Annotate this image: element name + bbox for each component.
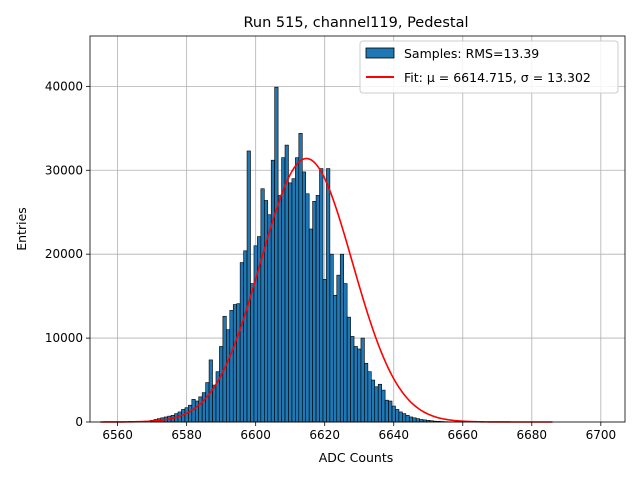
histogram-bar	[415, 418, 420, 423]
histogram-bar	[301, 171, 307, 423]
x-tick-label: 6580	[171, 428, 202, 442]
histogram-bar	[346, 316, 351, 423]
histogram-bar	[274, 86, 279, 423]
y-axis-ticks: 0 10000 20000 30000 40000	[45, 79, 90, 429]
histogram-bar	[270, 159, 275, 423]
histogram-bar	[201, 392, 206, 423]
chart-title: Run 515, channel119, Pedestal	[243, 15, 468, 31]
x-axis-ticks: 6560 6580 6600 6620 6640 6660 6680 6700	[102, 422, 616, 442]
x-tick-label: 6620	[309, 428, 340, 442]
histogram-bar	[239, 262, 244, 423]
y-tick-label: 40000	[45, 79, 83, 93]
histogram-bar	[412, 417, 417, 423]
histogram-bar	[336, 274, 341, 423]
legend-label-samples: Samples: RMS=13.39	[404, 46, 539, 61]
plot-frame	[89, 35, 626, 423]
histogram-bar	[298, 133, 303, 423]
x-tick-label: 6640	[378, 428, 409, 442]
histogram-bar	[212, 384, 217, 423]
y-tick-label: 20000	[45, 247, 83, 261]
histogram-bars	[150, 86, 465, 423]
legend-label-fit: Fit: μ = 6614.715, σ = 13.302	[404, 70, 591, 85]
histogram-bar	[326, 168, 331, 423]
histogram-bar	[388, 400, 393, 423]
y-tick-label: 0	[75, 415, 83, 429]
histogram-bar	[377, 383, 382, 423]
y-tick-label: 10000	[45, 331, 83, 345]
x-tick-label: 6700	[586, 428, 617, 442]
histogram-bar	[315, 195, 320, 423]
histogram-bar	[329, 253, 334, 423]
histogram-bar	[322, 279, 327, 423]
x-tick-label: 6660	[448, 428, 479, 442]
histogram-bar	[267, 214, 272, 423]
histogram-bar	[333, 294, 338, 423]
legend-swatch-samples	[365, 47, 395, 59]
histogram-bar	[371, 379, 376, 423]
x-tick-label: 6560	[102, 428, 133, 442]
histogram-bar	[398, 411, 403, 423]
histogram-bar	[391, 405, 396, 423]
histogram-bar	[291, 178, 296, 423]
histogram-bar	[353, 346, 358, 423]
histogram-bar	[219, 346, 224, 423]
histogram-bar	[250, 283, 255, 423]
histogram-bar	[288, 182, 293, 423]
histogram-bar	[364, 362, 369, 423]
histogram-bar	[408, 416, 414, 423]
histogram-bar	[367, 371, 372, 423]
histogram-bar	[384, 399, 389, 423]
legend-box	[359, 40, 619, 94]
histogram-bar	[360, 337, 365, 423]
histogram-bar	[194, 400, 200, 423]
histogram-bar	[305, 193, 310, 423]
histogram-bar	[226, 329, 231, 423]
histogram-bar	[188, 404, 193, 423]
histogram-bar	[357, 348, 362, 423]
histogram-bar	[295, 157, 300, 423]
y-axis-label: Entries	[14, 207, 29, 251]
histogram-bar	[312, 201, 317, 423]
histogram-bar	[243, 250, 248, 423]
histogram-bar	[264, 200, 269, 423]
x-axis-label: ADC Counts	[319, 450, 394, 465]
histogram-bar	[395, 409, 400, 423]
histogram-bar	[277, 195, 282, 423]
histogram-bar	[339, 253, 344, 423]
histogram-bar	[284, 144, 289, 423]
y-tick-label: 30000	[45, 163, 83, 177]
histogram-bar	[198, 396, 203, 423]
histogram-bar	[402, 413, 407, 423]
histogram-bar	[319, 168, 324, 423]
histogram-bar	[184, 407, 189, 423]
histogram-bar	[205, 382, 210, 423]
x-tick-label: 6680	[517, 428, 548, 442]
histogram-bar	[260, 188, 265, 423]
histogram-bar	[381, 389, 386, 423]
histogram-bar	[374, 386, 379, 423]
histogram-bar	[308, 228, 313, 423]
histogram-bar	[281, 157, 286, 423]
histogram-bar	[229, 310, 234, 423]
histogram-bar	[405, 414, 410, 423]
histogram-bar	[246, 150, 251, 423]
histogram-bar	[343, 283, 348, 423]
legend: Samples: RMS=13.39 Fit: μ = 6614.715, σ …	[359, 40, 619, 94]
histogram-bar	[236, 303, 241, 423]
histogram-bar	[232, 304, 237, 423]
histogram-bar	[350, 336, 355, 423]
x-tick-label: 6600	[240, 428, 271, 442]
